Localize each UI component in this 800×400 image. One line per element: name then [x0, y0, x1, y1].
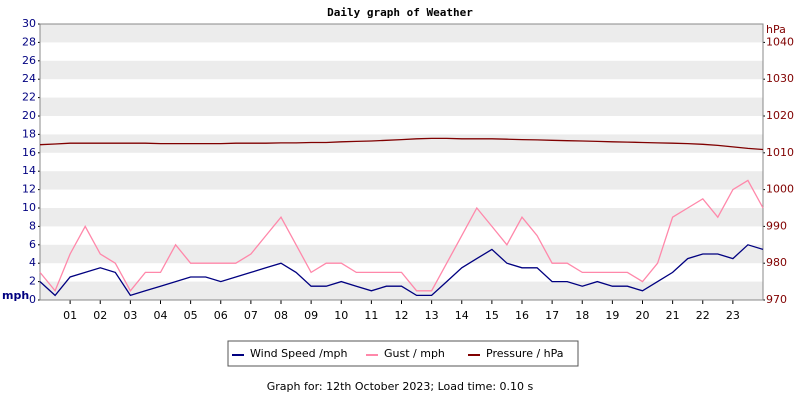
x-tick-label: 13 [425, 309, 439, 322]
y-tick-label: 12 [22, 183, 36, 196]
legend-label: Pressure / hPa [486, 347, 564, 360]
x-tick-label: 10 [334, 309, 348, 322]
legend-label: Wind Speed /mph [250, 347, 348, 360]
x-tick-label: 04 [154, 309, 168, 322]
x-tick-label: 14 [455, 309, 469, 322]
y2-tick-label: 1040 [766, 35, 794, 48]
y-tick-label: 20 [22, 109, 36, 122]
x-tick-label: 02 [93, 309, 107, 322]
y2-tick-label: 1010 [766, 146, 794, 159]
chart-title: Daily graph of Weather [327, 6, 473, 19]
y2-tick-label: 1000 [766, 183, 794, 196]
grid-band [40, 60, 763, 80]
grid-band [40, 24, 763, 43]
grid-band [40, 97, 763, 116]
y2-tick-label: 1020 [766, 109, 794, 122]
x-tick-label: 01 [63, 309, 77, 322]
series-line [39, 137, 764, 151]
x-tick-label: 09 [304, 309, 318, 322]
footer: Graph for: 12th October 2023; Load time:… [267, 380, 534, 393]
plot [38, 23, 765, 304]
y2-tick-label: 1030 [766, 72, 794, 85]
y-tick-label: 8 [29, 219, 36, 232]
y-tick-label: 16 [22, 146, 36, 159]
grid-band [40, 244, 763, 264]
y2-axis-label: hPa [766, 23, 786, 36]
legend-box [227, 340, 579, 367]
x-tick-label: 15 [485, 309, 499, 322]
y-tick-label: 2 [29, 275, 36, 288]
y2-tick-label: 970 [766, 293, 787, 306]
x-tick-label: 23 [726, 309, 740, 322]
y-tick-label: 28 [22, 35, 36, 48]
series-line [39, 244, 764, 297]
x-tick-label: 20 [636, 309, 650, 322]
y-tick-label: 18 [22, 127, 36, 140]
y-tick-label: 10 [22, 201, 36, 214]
x-tick-label: 03 [123, 309, 137, 322]
x-tick-label: 18 [575, 309, 589, 322]
grid-band [40, 134, 763, 153]
y2-tick-label: 990 [766, 219, 787, 232]
x-tick-label: 21 [666, 309, 680, 322]
y-tick-label: 22 [22, 91, 36, 104]
y-tick-label: 0 [29, 293, 36, 306]
x-tick-label: 06 [214, 309, 228, 322]
grid-band [40, 208, 763, 227]
y-tick-label: 30 [22, 17, 36, 30]
plot-border [39, 23, 764, 301]
x-tick-label: 08 [274, 309, 288, 322]
y-axis-label: mph [2, 289, 29, 302]
y2-tick-label: 980 [766, 256, 787, 269]
x-tick-label: 19 [605, 309, 619, 322]
x-tick-label: 17 [545, 309, 559, 322]
x-tick-label: 07 [244, 309, 258, 322]
x-tick-label: 12 [395, 309, 409, 322]
y-tick-label: 26 [22, 54, 36, 67]
grid-band [40, 281, 763, 300]
grid-band [40, 171, 763, 190]
x-tick-label: 11 [364, 309, 378, 322]
legend-label: Gust / mph [384, 347, 445, 360]
y-tick-label: 6 [29, 238, 36, 251]
x-tick-label: 22 [696, 309, 710, 322]
x-tick-label: 05 [184, 309, 198, 322]
y-tick-label: 4 [29, 256, 36, 269]
y-tick-label: 14 [22, 164, 36, 177]
series-line [39, 179, 764, 293]
y-tick-label: 24 [22, 72, 36, 85]
x-tick-label: 16 [515, 309, 529, 322]
